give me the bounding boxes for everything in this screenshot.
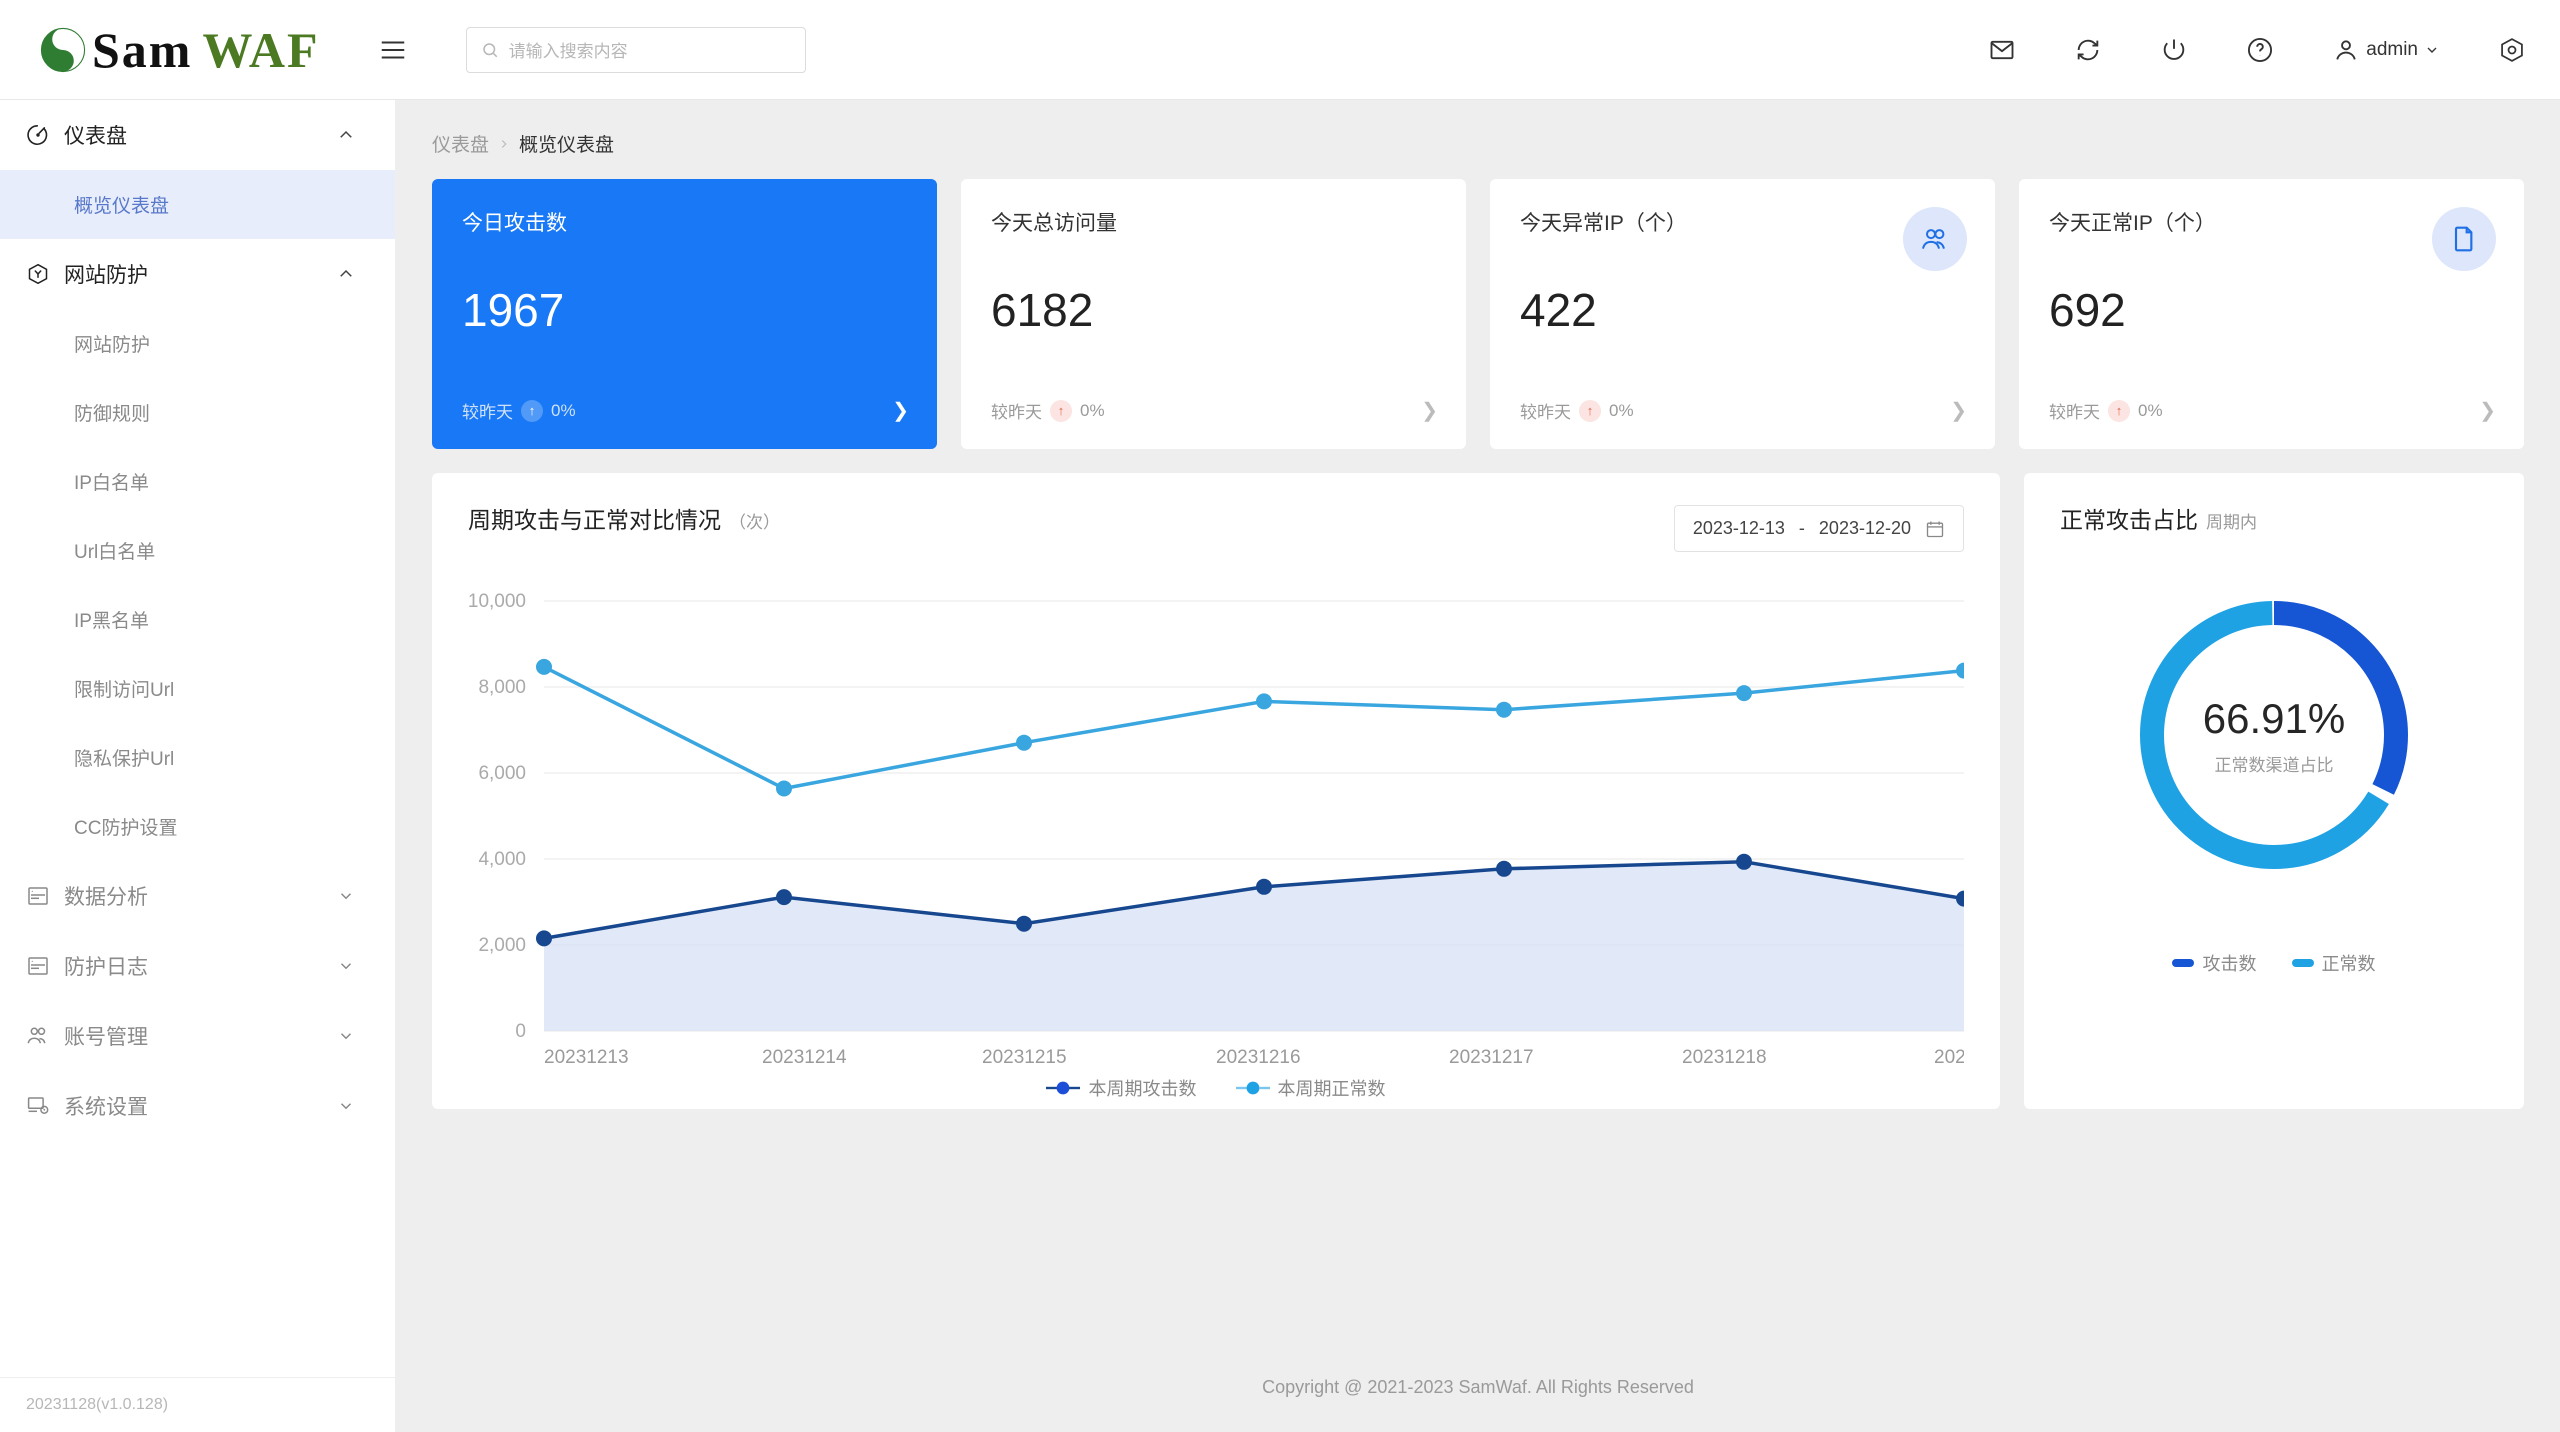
svg-text:6,000: 6,000 xyxy=(478,763,526,784)
svg-text:20231216: 20231216 xyxy=(1216,1047,1301,1066)
svg-text:20231215: 20231215 xyxy=(982,1047,1067,1066)
svg-text:20231217: 20231217 xyxy=(1449,1047,1534,1066)
svg-text:10,000: 10,000 xyxy=(468,591,526,612)
svg-text:0: 0 xyxy=(515,1021,526,1042)
svg-text:20231218: 20231218 xyxy=(1682,1047,1767,1066)
svg-text:4,000: 4,000 xyxy=(478,849,526,870)
svg-text:20231214: 20231214 xyxy=(762,1047,847,1066)
svg-text:2023121: 2023121 xyxy=(1934,1047,1964,1066)
svg-text:8,000: 8,000 xyxy=(478,677,526,698)
svg-text:20231213: 20231213 xyxy=(544,1047,629,1066)
svg-text:2,000: 2,000 xyxy=(478,935,526,956)
